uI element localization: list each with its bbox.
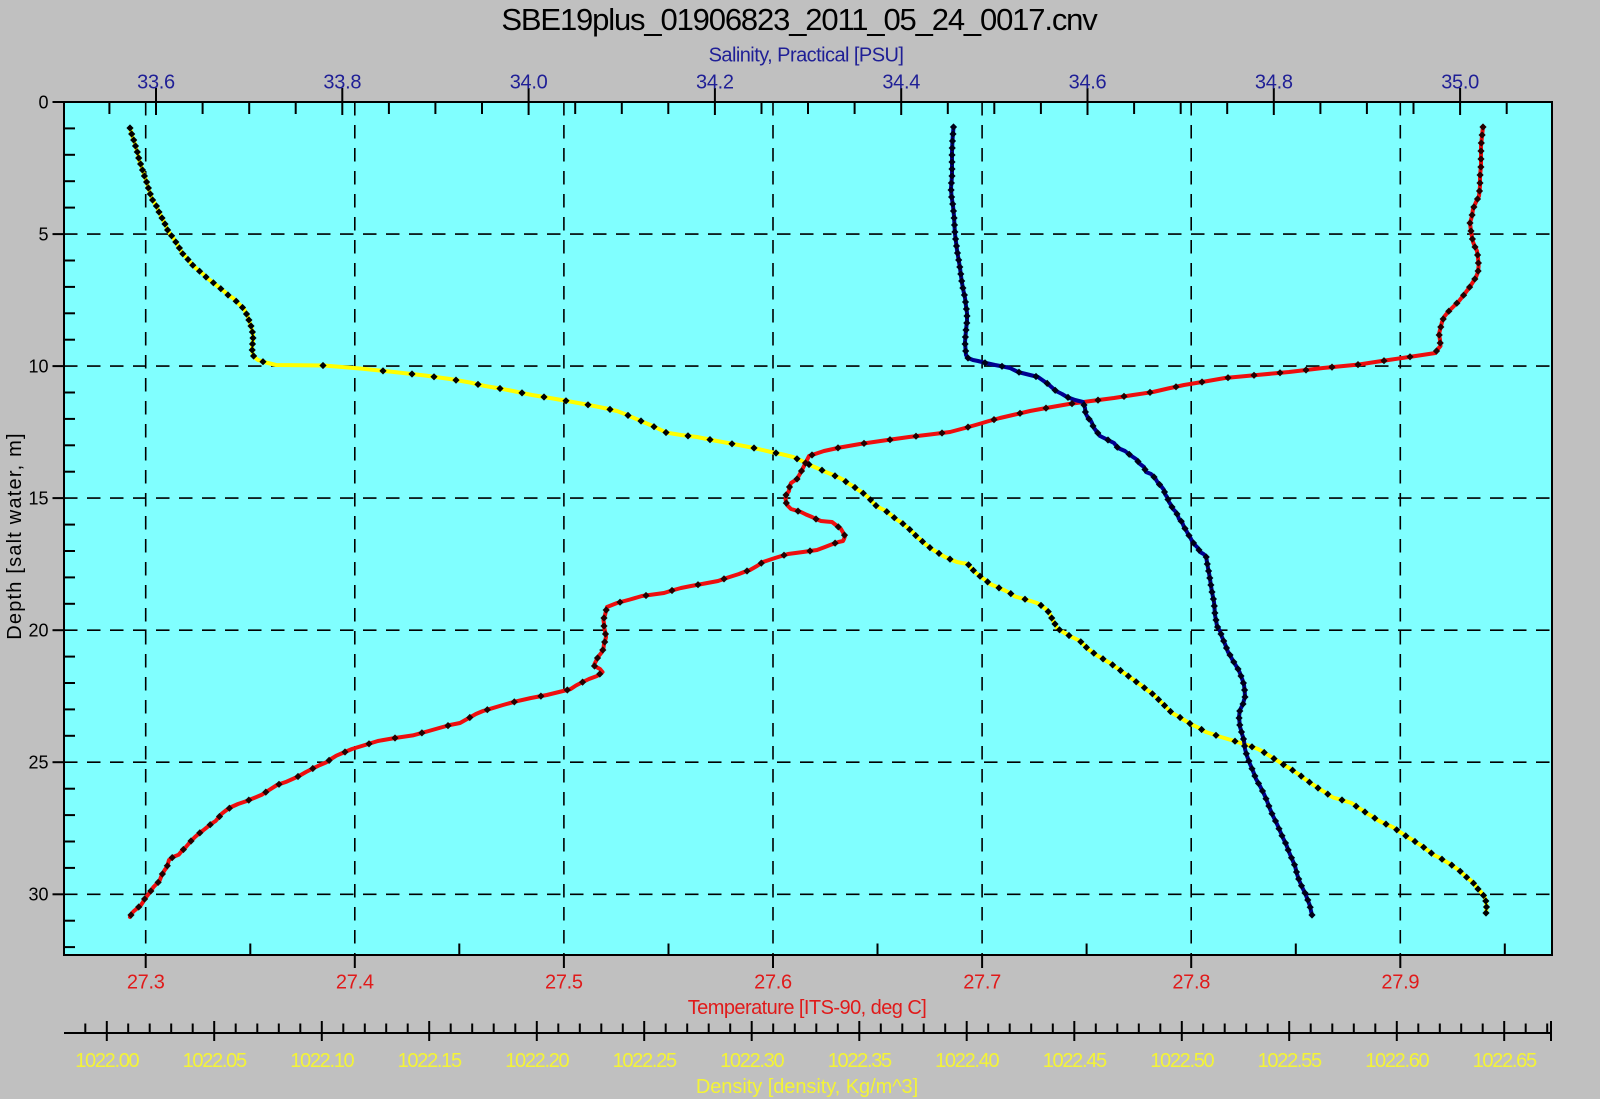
svg-text:Temperature [ITS-90, deg C]: Temperature [ITS-90, deg C] <box>688 997 927 1019</box>
svg-text:35.0: 35.0 <box>1441 72 1479 94</box>
svg-text:27.4: 27.4 <box>336 971 374 993</box>
svg-text:15: 15 <box>28 488 48 508</box>
svg-text:30: 30 <box>28 885 48 905</box>
svg-text:34.8: 34.8 <box>1255 72 1293 94</box>
svg-text:27.8: 27.8 <box>1172 971 1210 993</box>
svg-text:25: 25 <box>28 753 48 773</box>
svg-text:1022.20: 1022.20 <box>505 1050 569 1072</box>
svg-text:27.7: 27.7 <box>963 971 1001 993</box>
svg-text:Density [density, Kg/m^3]: Density [density, Kg/m^3] <box>696 1076 918 1098</box>
svg-text:1022.05: 1022.05 <box>183 1050 247 1072</box>
svg-text:1022.30: 1022.30 <box>720 1050 784 1072</box>
svg-text:Depth [salt water, m]: Depth [salt water, m] <box>4 432 26 640</box>
svg-text:1022.65: 1022.65 <box>1473 1050 1537 1072</box>
svg-text:33.6: 33.6 <box>137 72 175 94</box>
svg-text:27.3: 27.3 <box>127 971 165 993</box>
svg-text:34.4: 34.4 <box>882 72 920 94</box>
svg-text:5: 5 <box>38 224 48 244</box>
svg-text:1022.10: 1022.10 <box>290 1050 354 1072</box>
svg-text:33.8: 33.8 <box>323 72 361 94</box>
svg-text:34.6: 34.6 <box>1069 72 1107 94</box>
svg-text:1022.15: 1022.15 <box>398 1050 462 1072</box>
svg-text:10: 10 <box>28 356 48 376</box>
svg-text:34.2: 34.2 <box>696 72 734 94</box>
svg-text:34.0: 34.0 <box>510 72 548 94</box>
svg-text:27.5: 27.5 <box>545 971 583 993</box>
svg-text:Salinity, Practical [PSU]: Salinity, Practical [PSU] <box>709 45 904 67</box>
svg-text:1022.25: 1022.25 <box>613 1050 677 1072</box>
svg-text:1022.50: 1022.50 <box>1150 1050 1214 1072</box>
svg-text:1022.35: 1022.35 <box>828 1050 892 1072</box>
svg-text:1022.55: 1022.55 <box>1258 1050 1322 1072</box>
svg-text:27.6: 27.6 <box>754 971 792 993</box>
svg-text:SBE19plus_01906823_2011_05_24_: SBE19plus_01906823_2011_05_24_0017.cnv <box>501 2 1098 37</box>
svg-text:27.9: 27.9 <box>1381 971 1419 993</box>
svg-text:20: 20 <box>28 621 48 641</box>
svg-text:0: 0 <box>38 92 48 112</box>
svg-text:1022.00: 1022.00 <box>75 1050 139 1072</box>
svg-text:1022.45: 1022.45 <box>1043 1050 1107 1072</box>
svg-text:1022.60: 1022.60 <box>1365 1050 1429 1072</box>
svg-text:1022.40: 1022.40 <box>935 1050 999 1072</box>
